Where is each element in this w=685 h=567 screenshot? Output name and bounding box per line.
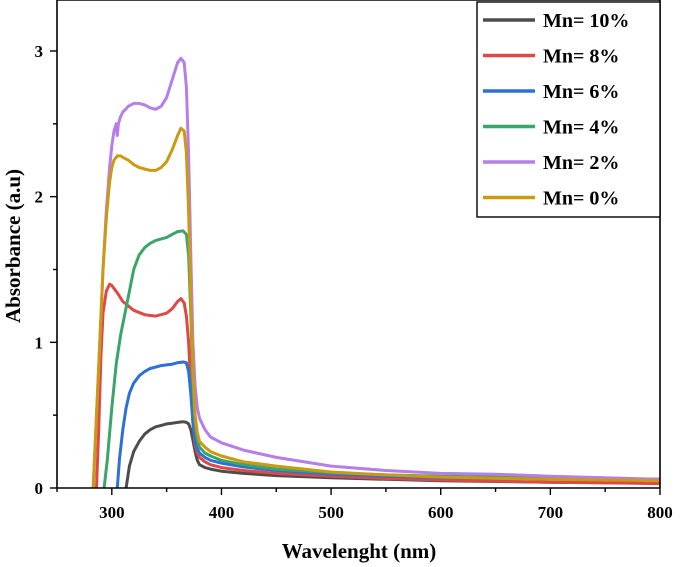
legend: Mn= 10% Mn= 8% Mn= 6% Mn= 4% Mn= 2% Mn= 0% [476, 1, 661, 218]
y-tick-label: 3 [35, 42, 44, 61]
x-tick-label: 700 [538, 503, 564, 522]
legend-label: Mn= 2% [543, 152, 619, 174]
x-tick-label: 300 [99, 503, 125, 522]
legend-label: Mn= 10% [543, 10, 629, 32]
x-axis-title: Wavelenght (nm) [282, 539, 437, 563]
y-tick-label: 2 [35, 188, 44, 207]
x-tick-label: 500 [318, 503, 344, 522]
legend-label: Mn= 8% [543, 46, 619, 68]
y-tick-label: 0 [35, 479, 44, 498]
legend-label: Mn= 0% [543, 188, 619, 210]
y-axis-title: Absorbance (a.u) [1, 169, 25, 323]
series-layer [91, 56, 660, 488]
series-line-mn-0- [91, 126, 660, 488]
series-line-mn-8- [95, 282, 660, 488]
series-line-mn-6- [115, 360, 660, 488]
x-tick-label: 600 [428, 503, 454, 522]
legend-label: Mn= 4% [543, 117, 619, 139]
legend-box [476, 1, 661, 218]
series-line-mn-2- [91, 56, 660, 488]
y-tick-label: 1 [35, 333, 44, 352]
axes-layer: 300 400 500 600 700 800 0 1 2 3 [35, 0, 673, 522]
series-line-mn-4- [102, 229, 660, 488]
x-tick-label: 800 [647, 503, 673, 522]
x-tick-label: 400 [209, 503, 235, 522]
legend-label: Mn= 6% [543, 81, 619, 103]
series-line-mn-10- [124, 420, 660, 488]
